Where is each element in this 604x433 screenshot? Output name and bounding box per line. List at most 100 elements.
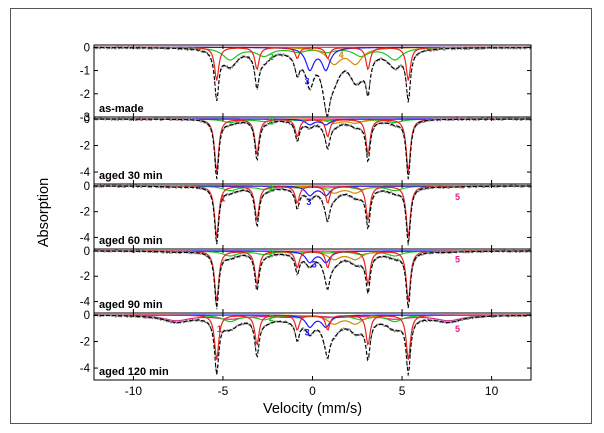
data-point [122, 117, 125, 120]
component-label: 5 [455, 192, 460, 202]
data-point [449, 320, 452, 323]
data-point [370, 132, 373, 135]
data-point [342, 122, 345, 125]
data-point [231, 329, 234, 332]
data-point [426, 320, 428, 323]
data-point [412, 329, 415, 331]
data-point [206, 51, 209, 54]
x-tick-label: 0 [309, 384, 316, 398]
y-tick-label: -4 [80, 232, 91, 244]
component-curve-s1 [94, 46, 531, 81]
y-tick-label: -4 [80, 167, 91, 179]
data-point [413, 127, 416, 130]
data-point [109, 117, 112, 120]
data-point [155, 46, 158, 48]
data-point [430, 50, 433, 52]
data-point [231, 66, 234, 69]
y-tick-label: 0 [84, 42, 90, 54]
data-point [109, 46, 112, 49]
data-point [408, 235, 411, 238]
data-point [98, 186, 101, 188]
data-point [259, 69, 262, 72]
data-point [249, 58, 251, 61]
y-tick-label: -3 [80, 112, 90, 124]
y-tick-label: -2 [80, 271, 90, 283]
data-point [104, 118, 107, 121]
total-fit-curve [94, 118, 531, 179]
data-point [114, 47, 117, 50]
data-point [407, 374, 410, 377]
data-point [346, 329, 349, 332]
data-point [223, 128, 225, 130]
data-point [282, 53, 285, 55]
data-point [411, 266, 414, 269]
data-point [138, 117, 141, 120]
data-point [272, 121, 274, 124]
data-point [375, 258, 377, 261]
data-point [215, 307, 218, 310]
data-point [388, 122, 391, 124]
figure-frame [10, 8, 592, 424]
y-axis-label: Absorption [36, 178, 52, 247]
data-point [323, 343, 325, 346]
y-tick-label: 0 [84, 246, 90, 258]
data-point [120, 45, 122, 48]
data-point [362, 268, 365, 271]
data-point [260, 330, 263, 333]
data-point [286, 189, 289, 191]
y-tick-label: 0 [84, 310, 90, 322]
data-point [115, 184, 118, 187]
y-tick-label: -2 [80, 141, 90, 153]
data-point [521, 315, 524, 318]
data-point [409, 353, 412, 355]
component-label: 2 [269, 52, 274, 62]
y-tick-label: 0 [84, 181, 90, 193]
data-point [352, 197, 354, 199]
data-point [324, 106, 326, 108]
x-tick-label: 5 [399, 384, 406, 398]
data-point [256, 88, 259, 90]
data-point [146, 316, 148, 319]
data-point [281, 55, 284, 57]
data-point [151, 317, 154, 320]
component-label: 5 [455, 324, 460, 334]
data-point [523, 47, 526, 50]
data-point [358, 266, 361, 268]
data-point [407, 101, 410, 104]
y-tick-label: -4 [80, 297, 91, 309]
panel-label: aged 60 min [99, 235, 163, 247]
data-point [520, 119, 523, 122]
data-point [392, 257, 395, 260]
data-point [332, 129, 335, 132]
data-point [293, 331, 296, 334]
data-point [439, 250, 442, 253]
x-axis-label: Velocity (mm/s) [263, 401, 362, 417]
data-point [255, 221, 258, 224]
data-point [400, 329, 402, 332]
data-point [117, 119, 119, 122]
data-point [221, 264, 223, 267]
data-point [302, 327, 305, 329]
panel-label: as-made [99, 103, 144, 115]
component-curve-s1 [94, 314, 531, 360]
data-point [130, 316, 133, 319]
total-fit-curve [94, 185, 531, 244]
data-point [136, 47, 139, 50]
data-point [187, 186, 190, 189]
panel-label: aged 120 min [99, 366, 169, 378]
data-point [407, 243, 410, 246]
x-tick-label: 10 [485, 384, 499, 398]
x-tick-label: -10 [125, 384, 143, 398]
total-fit-curve [94, 47, 531, 118]
data-point [395, 68, 398, 71]
y-tick-label: -2 [80, 207, 90, 219]
data-point [454, 48, 456, 51]
data-point [170, 250, 172, 253]
data-point [368, 83, 371, 86]
data-point [433, 318, 436, 321]
data-point [470, 185, 473, 188]
data-point [185, 46, 188, 49]
component-label: 1 [220, 193, 225, 203]
data-point [287, 55, 290, 58]
data-point [387, 255, 390, 258]
